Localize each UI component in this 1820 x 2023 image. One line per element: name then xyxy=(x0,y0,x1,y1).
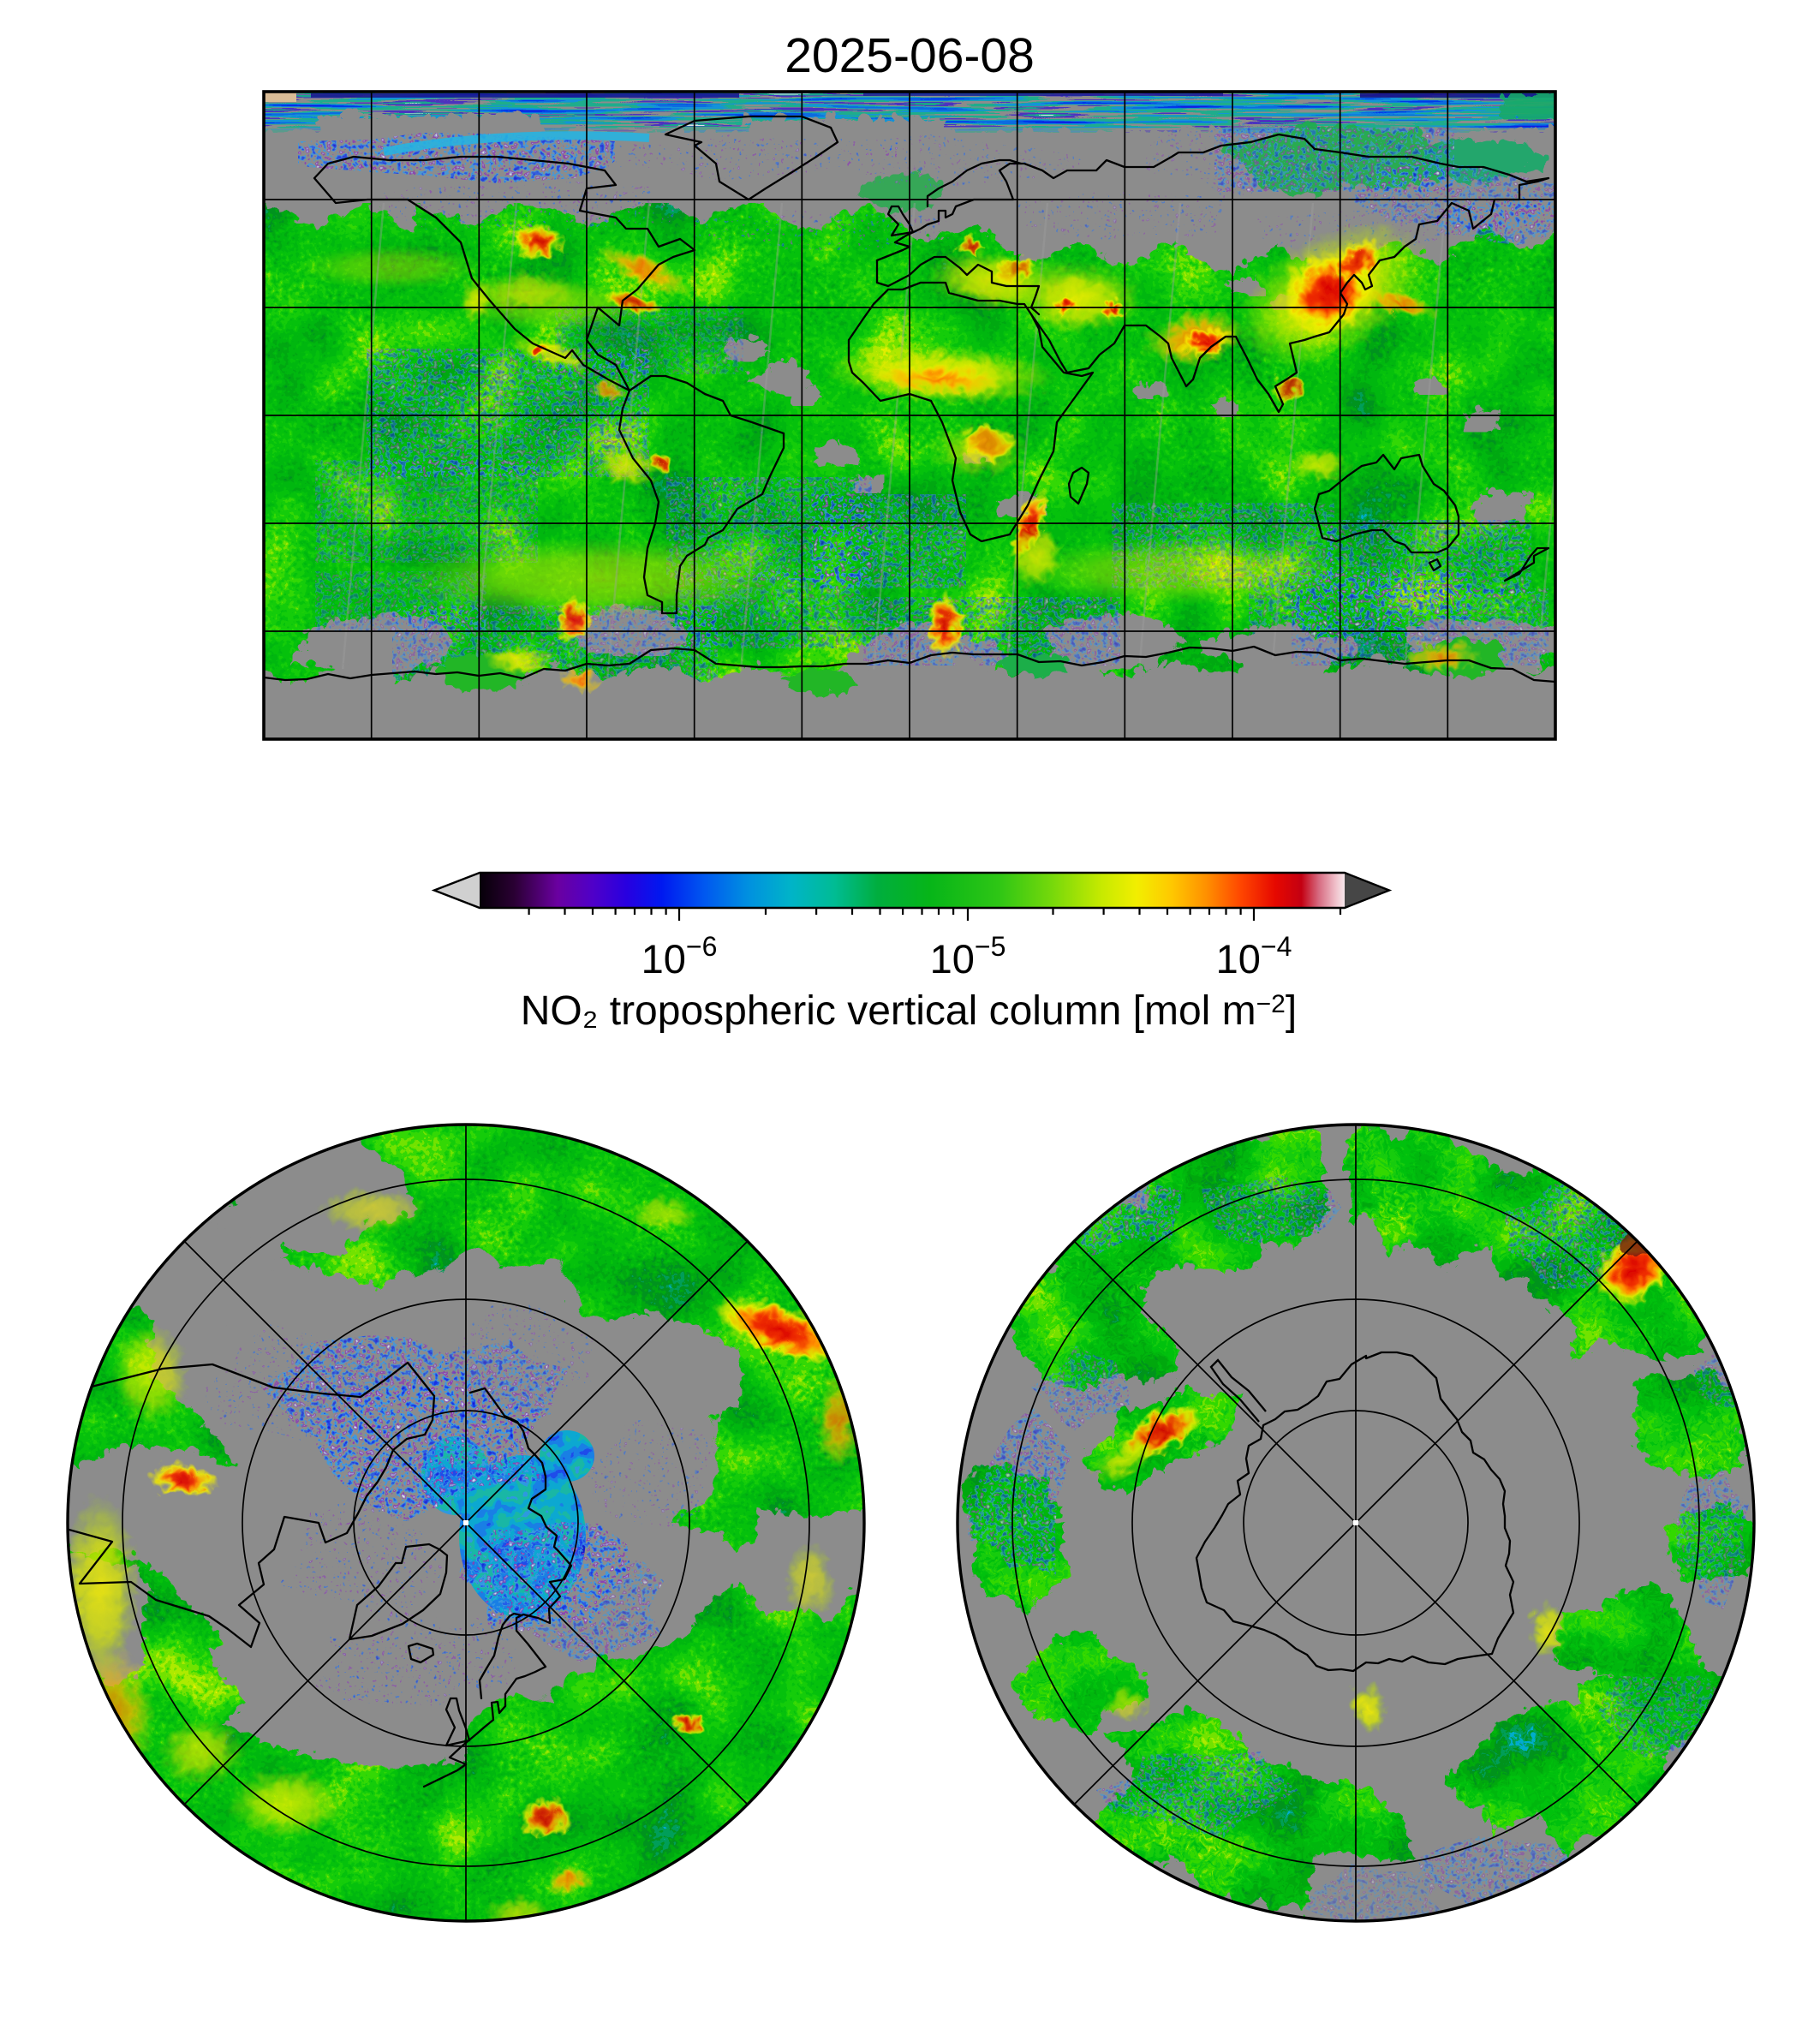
svg-text:10−5: 10−5 xyxy=(930,931,1006,982)
svg-text:2025-06-08: 2025-06-08 xyxy=(785,28,1035,83)
svg-text:NO₂ tropospheric vertical colu: NO₂ tropospheric vertical column [mol m−… xyxy=(521,988,1297,1034)
